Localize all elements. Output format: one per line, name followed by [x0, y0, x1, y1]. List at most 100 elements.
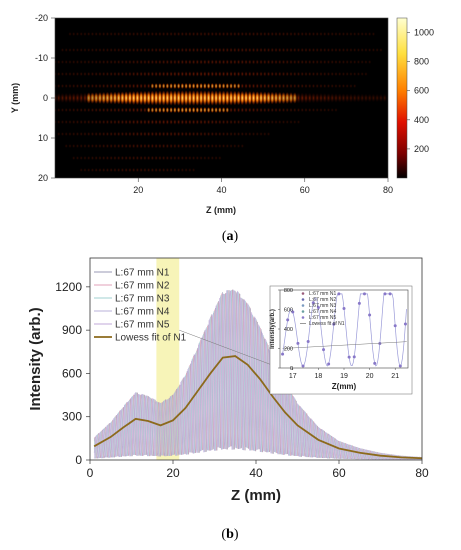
inset-marker — [342, 306, 346, 310]
heatmap-cell — [173, 155, 177, 161]
heatmap-cell — [296, 92, 301, 104]
heatmap-cell — [55, 83, 57, 89]
heatmap-cell — [87, 71, 91, 77]
heatmap-cell — [112, 91, 118, 105]
heatmap-cell — [113, 83, 117, 89]
heatmap-cell — [330, 107, 334, 113]
heatmap-cell — [120, 83, 125, 89]
heatmap-cell — [90, 47, 95, 53]
heatmap-cell — [278, 47, 282, 53]
heatmap-cell — [349, 31, 353, 37]
heatmap-cell — [87, 167, 91, 173]
heatmap-cell — [90, 143, 95, 149]
heatmap-cell — [281, 31, 286, 37]
heatmap-cell — [146, 167, 151, 173]
heatmap-panel: 20 40 60 80 -20 -10 0 10 20 Z (mm) Y (mm) 200 40… — [10, 13, 434, 244]
heatmap-cell — [57, 71, 61, 77]
heatmap-cell — [124, 107, 128, 113]
heatmap-cell — [173, 131, 177, 137]
heatmap-cell — [289, 31, 293, 37]
heatmap-cell — [251, 119, 256, 125]
heatmap-cell — [173, 106, 177, 114]
heatmap-cell — [184, 131, 188, 137]
heatmap-cell — [180, 47, 185, 53]
heatmap-cell — [169, 31, 173, 37]
heatmap-cell — [274, 47, 278, 53]
heatmap-cell — [135, 107, 140, 113]
heatmap-cell — [83, 107, 87, 113]
heatmap-cell — [146, 90, 152, 106]
heatmap-cell — [199, 47, 203, 53]
inset-series — [281, 292, 407, 368]
heatmap-cell — [124, 131, 128, 137]
heatmap-cell — [75, 155, 80, 161]
heatmap-cell — [254, 91, 260, 105]
heatmap-cell — [179, 90, 185, 106]
heatmap-cell — [375, 47, 379, 53]
inset-x-tick-label: 19 — [340, 373, 348, 380]
heatmap-cell — [203, 131, 207, 137]
heatmap-cell — [143, 119, 147, 125]
heatmap-cell — [210, 119, 215, 125]
heatmap-cell — [83, 59, 87, 65]
heatmap-cell — [60, 71, 65, 77]
heatmap-cell — [263, 71, 267, 77]
heatmap-cell — [72, 59, 76, 65]
heatmap-cell — [68, 71, 72, 77]
heatmap-cell — [266, 131, 271, 137]
heatmap-cell — [124, 155, 128, 161]
heatmap-cell — [214, 155, 218, 161]
heatmap-cell — [180, 106, 185, 114]
heatmap-cell — [131, 167, 136, 173]
heatmap-cell — [154, 31, 158, 37]
heatmap-cell — [131, 31, 136, 37]
heatmap-cell — [218, 143, 222, 149]
heatmap-cell — [199, 82, 203, 90]
heatmap-cell — [255, 119, 259, 125]
heatmap-cell — [266, 107, 271, 113]
heatmap-cell — [75, 119, 80, 125]
inset-marker — [383, 292, 387, 296]
heatmap-cell — [102, 119, 106, 125]
heatmap-cell — [195, 155, 200, 161]
heatmap-cell — [102, 47, 106, 53]
heatmap-cell — [338, 59, 342, 65]
heatmap-cell — [214, 31, 218, 37]
heatmap-cell — [113, 131, 117, 137]
heatmap-cell — [150, 131, 155, 137]
heatmap-cell — [113, 119, 117, 125]
heatmap-cell — [83, 143, 87, 149]
heatmap-cell — [176, 131, 181, 137]
heatmap-cell — [353, 71, 357, 77]
heatmap-cell — [300, 59, 304, 65]
inset-legend: L:67 mm N1L:67 mm N2L:67 mm N3L:67 mm N4… — [300, 291, 345, 327]
legend-label: L:67 mm N3 — [115, 294, 170, 305]
heatmap-cell — [176, 119, 181, 125]
heatmap-cell — [225, 107, 230, 113]
heatmap-x-tick-label: 20 — [133, 185, 143, 195]
heatmap-cell — [188, 59, 192, 65]
heatmap-cell — [98, 71, 102, 77]
heatmap-cell — [341, 31, 346, 37]
heatmap-cell — [251, 71, 256, 77]
series-line — [93, 290, 422, 460]
heatmap-cell — [188, 143, 192, 149]
heatmap-cell — [285, 71, 289, 77]
heatmap-cell — [263, 107, 267, 113]
heatmap-cell — [360, 31, 364, 37]
heatmap-cell — [274, 119, 278, 125]
heatmap-cell — [255, 107, 259, 113]
heatmap-cell — [83, 83, 87, 89]
heatmap-cell — [259, 131, 263, 137]
inset-marker — [311, 301, 315, 305]
heatmap-cell — [128, 167, 132, 173]
heatmap-y-tick-label: -10 — [35, 53, 48, 63]
heatmap-y-tick-label: -20 — [35, 13, 48, 23]
heatmap-cell — [139, 71, 143, 77]
heatmap-cell — [94, 59, 98, 65]
line-legend: L:67 mm N1 L:67 mm N2 L:67 mm N3 L:67 mm N4… — [94, 268, 187, 344]
heatmap-cell — [150, 83, 155, 89]
heatmap-cell — [57, 119, 61, 125]
heatmap-cell — [68, 119, 72, 125]
heatmap-cell — [158, 119, 162, 125]
